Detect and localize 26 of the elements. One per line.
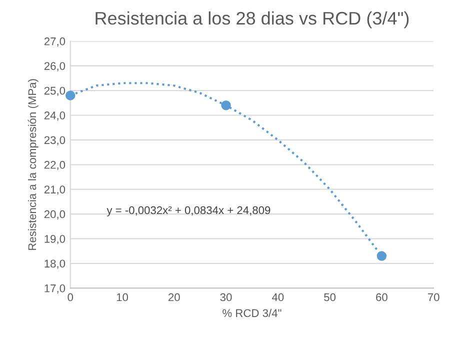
y-tick-label: 18,0 xyxy=(44,260,66,269)
y-tick-label: 25,0 xyxy=(44,86,66,96)
y-tick-label: 17,0 xyxy=(44,284,66,294)
point xyxy=(221,100,231,110)
y-tick-label: 19,0 xyxy=(44,234,66,244)
x-tick-label: 20 xyxy=(168,293,180,302)
y-tick-label: 23,0 xyxy=(44,136,66,146)
x-tick-label: 70 xyxy=(428,293,440,302)
point xyxy=(376,251,387,261)
annotation: y = -0,0032x² + 0,0834x + 24,809 xyxy=(106,206,270,216)
x-tick-label: 0 xyxy=(68,293,74,302)
y-tick-label: 21,0 xyxy=(44,186,66,195)
y-tick-label: 26,0 xyxy=(44,62,66,72)
x-tick-label: 50 xyxy=(324,293,336,302)
x-tick-label: 30 xyxy=(220,293,232,302)
y-tick-label: 22,0 xyxy=(44,160,66,170)
x-axis-title: % RCD 3/4" xyxy=(222,308,282,318)
y-tick-label: 20,0 xyxy=(44,210,66,220)
point xyxy=(66,90,76,100)
y-tick-label: 24,0 xyxy=(44,112,66,121)
y-axis-title: Resistencia a la compresión (MPa) xyxy=(28,79,38,250)
x-tick-label: 60 xyxy=(376,293,388,302)
y-tick-label: 27,0 xyxy=(44,37,66,47)
x-tick-label: 10 xyxy=(116,293,128,302)
x-tick-label: 40 xyxy=(272,293,284,302)
chart-title: Resistencia a los 28 dias vs RCD (3/4") xyxy=(96,11,409,28)
